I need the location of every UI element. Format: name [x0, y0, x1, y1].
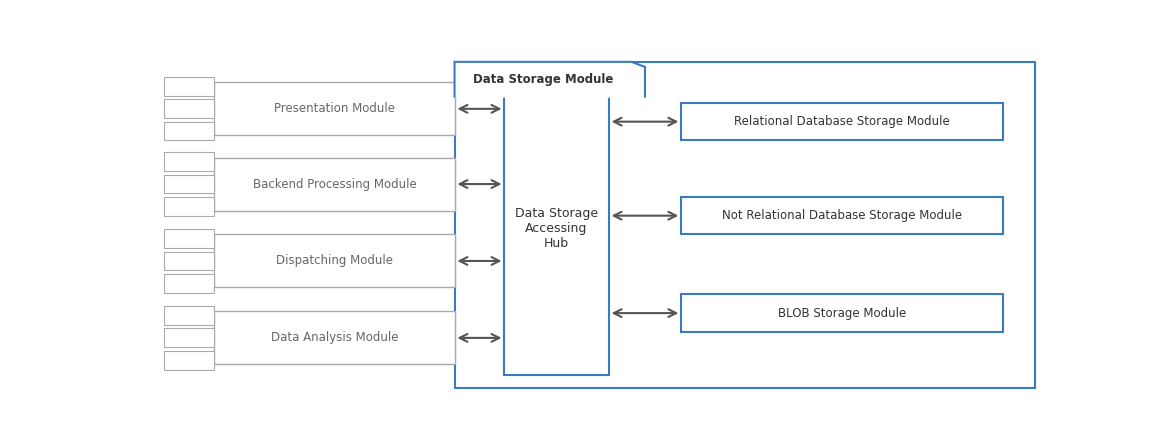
Polygon shape: [454, 62, 645, 98]
Text: BLOB Storage Module: BLOB Storage Module: [778, 307, 907, 320]
Text: Relational Database Storage Module: Relational Database Storage Module: [735, 115, 950, 128]
Bar: [214, 234, 454, 287]
Text: Dispatching Module: Dispatching Module: [276, 254, 393, 267]
Bar: [164, 122, 214, 140]
Bar: [454, 62, 1034, 388]
Text: Data Storage
Accessing
Hub: Data Storage Accessing Hub: [515, 207, 598, 250]
Bar: [214, 158, 454, 210]
Bar: [164, 77, 214, 96]
Bar: [164, 306, 214, 325]
Text: Data Analysis Module: Data Analysis Module: [270, 331, 398, 345]
Bar: [164, 329, 214, 347]
Text: Not Relational Database Storage Module: Not Relational Database Storage Module: [722, 209, 962, 222]
Bar: [164, 230, 214, 248]
Text: Data Storage Module: Data Storage Module: [473, 73, 613, 86]
Bar: [214, 82, 454, 135]
Bar: [164, 99, 214, 118]
Bar: [164, 351, 214, 369]
Bar: [681, 197, 1003, 234]
Bar: [681, 103, 1003, 140]
Bar: [454, 59, 632, 98]
Bar: [164, 197, 214, 216]
Bar: [504, 82, 608, 375]
Text: Backend Processing Module: Backend Processing Module: [253, 178, 417, 190]
Bar: [681, 294, 1003, 332]
Text: Presentation Module: Presentation Module: [274, 102, 395, 115]
Bar: [164, 252, 214, 270]
Bar: [214, 311, 454, 365]
Bar: [164, 274, 214, 293]
Bar: [164, 152, 214, 171]
Bar: [164, 174, 214, 194]
